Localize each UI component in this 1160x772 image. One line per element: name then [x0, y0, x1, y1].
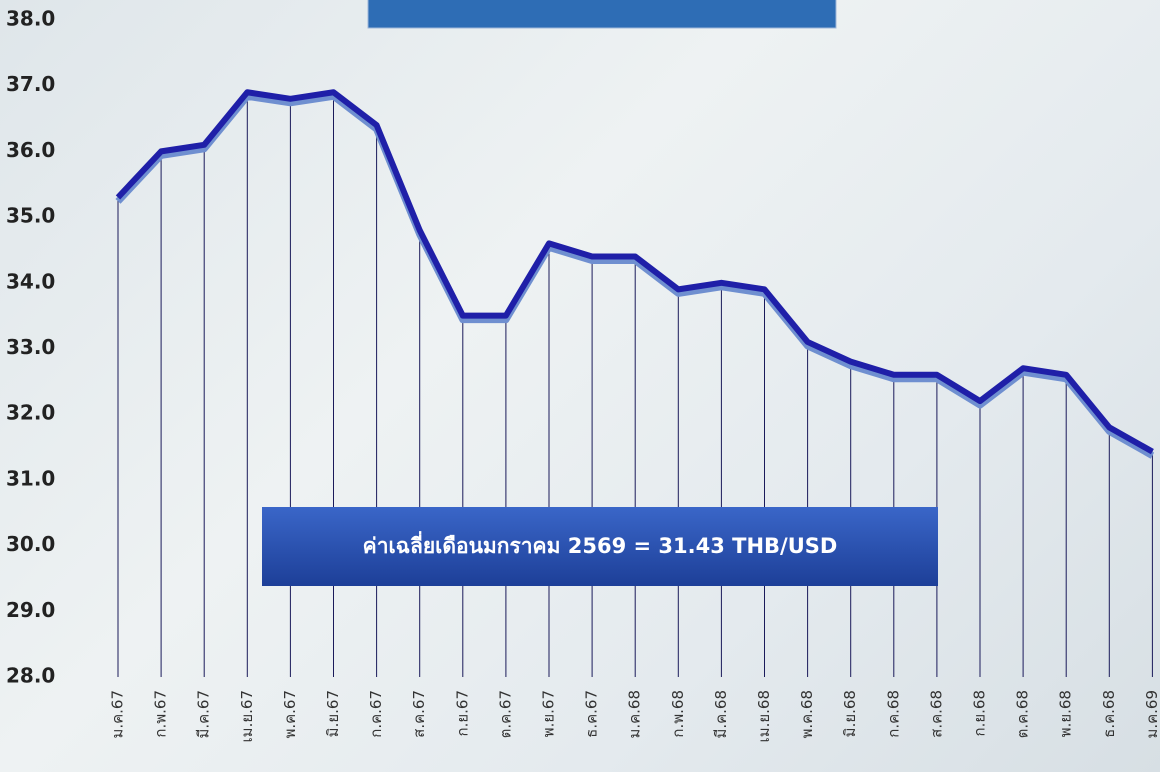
x-tick-label: เม.ย.68 [755, 690, 773, 742]
x-tick-label: มิ.ย.68 [841, 690, 859, 737]
y-tick-label: 29.0 [6, 598, 55, 622]
annotation-box [262, 507, 938, 586]
x-tick-label: มี.ค.68 [712, 690, 730, 739]
x-tick-label: ธ.ค.68 [1100, 690, 1118, 738]
x-tick-label: ก.พ.67 [152, 690, 170, 738]
x-tick-label: เม.ย.67 [238, 690, 256, 742]
x-tick-label: พ.ย.68 [1057, 690, 1075, 737]
y-tick-label: 31.0 [6, 466, 55, 490]
x-tick-label: ธ.ค.67 [583, 690, 601, 738]
series-line [115, 89, 1154, 455]
x-tick-label: ต.ค.67 [496, 690, 514, 738]
x-tick-label: ม.ค.69 [1143, 690, 1160, 739]
x-tick-label: มิ.ย.67 [324, 690, 342, 737]
y-tick-label: 35.0 [6, 204, 55, 228]
y-tick-label: 32.0 [6, 401, 55, 425]
y-tick-label: 38.0 [6, 7, 55, 31]
title-box [367, 0, 837, 29]
x-tick-label: ก.ย.68 [971, 690, 989, 737]
x-tick-label: ก.พ.68 [669, 690, 687, 738]
x-tick-label: ม.ค.67 [109, 690, 127, 739]
y-tick-label: 36.0 [6, 138, 55, 162]
x-tick-label: ก.ย.67 [453, 690, 471, 737]
y-tick-label: 34.0 [6, 269, 55, 293]
x-tick-label: ต.ค.68 [1014, 690, 1032, 738]
x-tick-label: ส.ค.67 [410, 690, 428, 738]
x-tick-label: พ.ค.68 [798, 690, 816, 739]
x-tick-label: ม.ค.68 [626, 690, 644, 739]
line-shadow [115, 92, 1155, 459]
y-tick-label: 28.0 [6, 664, 55, 688]
y-tick-label: 30.0 [6, 532, 55, 556]
y-tick-label: 33.0 [6, 335, 55, 359]
annotation: ค่าเฉลี่ยเดือนมกราคม 2569 = 31.43 THB/US… [363, 530, 838, 558]
x-tick-label: ก.ค.67 [367, 690, 385, 738]
y-tick-label: 37.0 [6, 72, 55, 96]
x-tick-label: ก.ค.68 [884, 690, 902, 738]
x-tick-label: ส.ค.68 [927, 690, 945, 738]
x-tick-label: พ.ค.67 [281, 690, 299, 739]
x-tick-label: มี.ค.67 [195, 690, 213, 739]
x-tick-label: พ.ย.67 [540, 690, 558, 737]
